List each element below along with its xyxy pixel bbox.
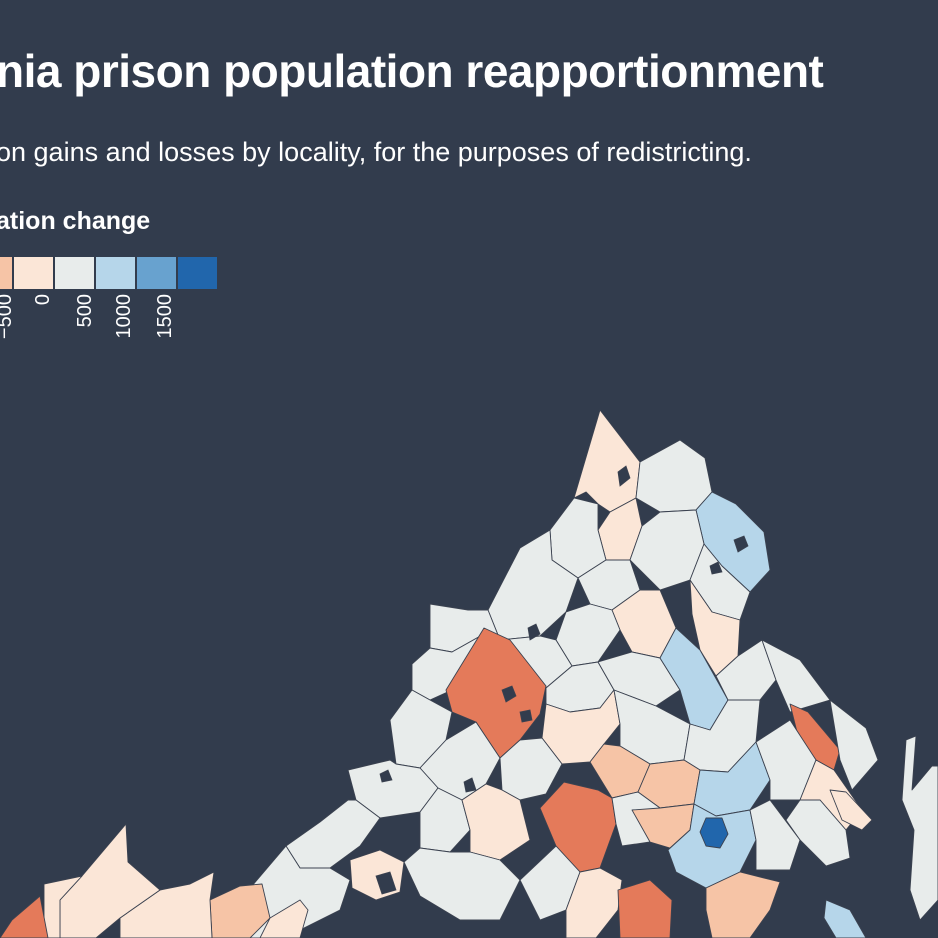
city-winchester — [617, 465, 631, 487]
locality-accomack[interactable] — [901, 735, 938, 921]
city-harrisonburg — [527, 623, 541, 641]
legend-swatch-1 — [0, 257, 14, 289]
city-covington — [379, 769, 393, 783]
locality-frederick[interactable] — [573, 409, 641, 513]
locality-loudoun[interactable] — [635, 439, 713, 513]
city-enclaves — [375, 465, 749, 895]
locality-nottoway[interactable] — [617, 879, 673, 938]
legend-swatch-4 — [96, 257, 137, 289]
locality-amherst[interactable] — [461, 783, 531, 861]
legend-title: ation change — [0, 207, 151, 235]
legend-swatch-3 — [55, 257, 96, 289]
locality-westmoreland[interactable] — [761, 639, 831, 713]
page-title: nia prison population reapportionment — [0, 45, 824, 97]
locality-northumberland[interactable] — [829, 699, 879, 791]
locality-new-kent[interactable] — [749, 799, 801, 871]
locality-dinwiddie[interactable] — [705, 871, 781, 938]
locality-gloucester[interactable] — [785, 799, 851, 867]
locality-bedford[interactable] — [403, 847, 521, 921]
page-subtitle: on gains and losses by locality, for the… — [0, 137, 752, 167]
locality-james-city[interactable] — [823, 899, 867, 938]
city-lexington — [463, 777, 477, 793]
legend-color-bar — [0, 256, 220, 290]
legend-swatch-6 — [178, 257, 219, 289]
city-waynesboro — [519, 709, 533, 723]
locality-lancaster[interactable] — [829, 789, 873, 831]
locality-polygons — [0, 409, 938, 938]
locality-roanoke[interactable] — [349, 849, 405, 901]
city-manassas — [709, 561, 723, 575]
locality-floyd[interactable] — [259, 899, 309, 938]
locality-bland[interactable] — [119, 871, 215, 938]
locality-dickenson[interactable] — [0, 895, 49, 938]
legend-swatch-5 — [137, 257, 178, 289]
city-alexandria — [733, 535, 749, 553]
city-salem-roanoke — [375, 871, 397, 895]
legend-swatch-2 — [14, 257, 55, 289]
locality-henrico[interactable] — [699, 817, 729, 849]
city-staunton — [501, 685, 517, 703]
